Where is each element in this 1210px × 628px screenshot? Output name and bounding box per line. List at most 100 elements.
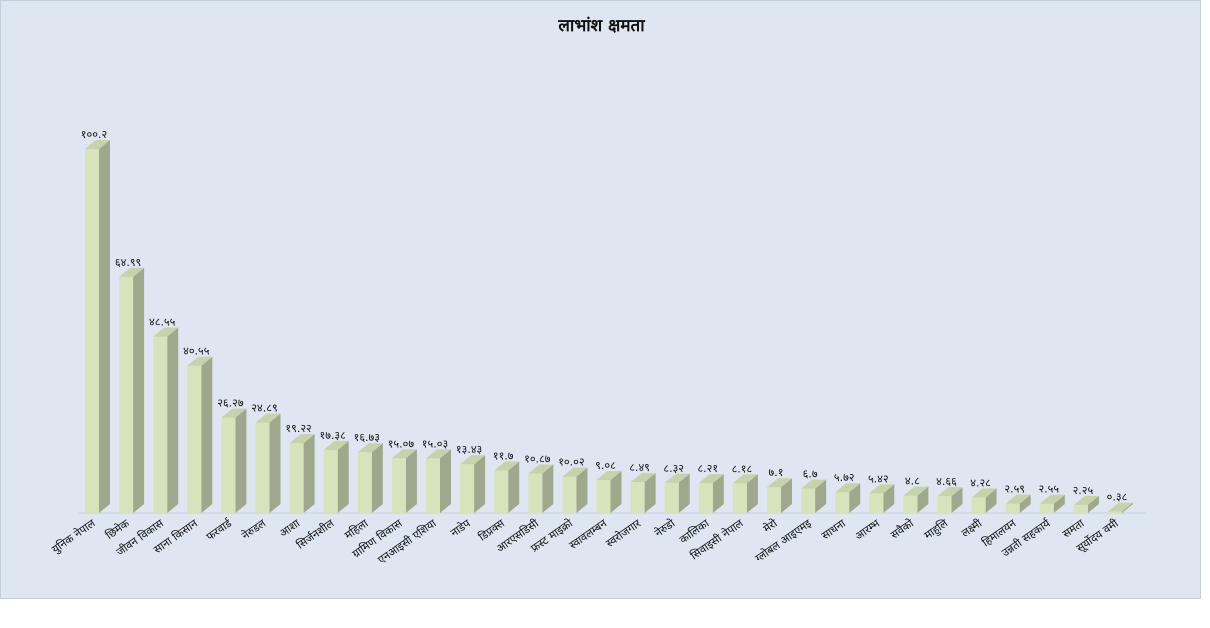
category-label: एनआइसी एशिया <box>375 517 438 567</box>
bar-front <box>664 482 679 513</box>
chart-title: लाभांश क्षमता <box>558 16 645 36</box>
bar-front <box>357 452 372 513</box>
bar-front <box>255 422 270 513</box>
bar-top <box>937 487 963 497</box>
bar <box>426 449 451 513</box>
bar-side <box>781 478 792 513</box>
bar-top <box>767 478 792 488</box>
value-label: ८.४९ <box>629 461 650 474</box>
value-label: १००.२ <box>81 128 107 141</box>
bar-front <box>903 495 918 513</box>
bar-front <box>460 464 475 513</box>
value-label: १६.७३ <box>354 431 380 444</box>
bar-top <box>1039 494 1065 504</box>
bar-top <box>1073 495 1099 505</box>
category-label: युनिक नेपाल <box>49 517 98 557</box>
value-label: ४.६६ <box>936 475 957 488</box>
value-label: ८.१८ <box>732 462 753 475</box>
bar-top <box>664 473 690 483</box>
category-label: स्वावलम्बन <box>567 516 610 552</box>
bar-top <box>1005 494 1031 504</box>
bar-top <box>255 413 281 423</box>
chart-area: लाभांश क्षमता १००.२ युनिक नेपाल ६४.९९ छिमेक… <box>0 0 1201 599</box>
category-label: नेरुडो <box>652 517 677 540</box>
value-label: ५.७२ <box>834 471 855 484</box>
bar-front <box>1073 504 1088 513</box>
bar <box>562 467 588 513</box>
bar-side <box>610 471 622 513</box>
bar-side <box>303 434 315 513</box>
value-label: ४.२८ <box>970 476 991 489</box>
value-label: १५.०७ <box>388 437 415 450</box>
value-label: २४.८९ <box>251 402 277 415</box>
bar-side <box>849 483 861 513</box>
bar-side <box>576 467 588 513</box>
bar-front <box>221 417 236 513</box>
bar-front <box>869 493 884 513</box>
value-label: ११.७ <box>493 449 514 462</box>
value-label: १३.४३ <box>456 443 482 456</box>
bar <box>391 449 417 513</box>
value-label: ५.४२ <box>868 472 889 485</box>
bar <box>664 473 690 513</box>
bar-side <box>167 327 179 513</box>
bar-front <box>1005 503 1020 513</box>
bar-front <box>630 482 645 513</box>
value-label: २.२५ <box>1073 484 1094 497</box>
bar <box>767 478 792 513</box>
bar-side <box>542 464 554 513</box>
value-label: ८.३२ <box>663 462 684 475</box>
bar-side <box>440 449 451 513</box>
bar-top <box>221 408 247 418</box>
bar <box>1073 495 1099 513</box>
bar <box>1039 494 1065 513</box>
category-label: फरवार्ड <box>204 516 235 543</box>
category-label: माहुलि <box>922 516 951 542</box>
bar <box>835 483 861 513</box>
bar <box>937 487 963 513</box>
bar-top <box>835 483 861 493</box>
bar-front <box>528 473 543 513</box>
value-label: ६४.९९ <box>115 256 141 269</box>
bar <box>221 408 247 513</box>
bar-top <box>289 434 315 444</box>
value-label: ६.७ <box>803 468 818 481</box>
bar <box>528 464 554 513</box>
bar-top <box>119 267 145 277</box>
bar <box>357 443 383 513</box>
category-label: सिर्जनशील <box>294 517 337 552</box>
category-label: सवैको <box>888 517 916 542</box>
bar-top <box>494 461 520 471</box>
bar-side <box>883 484 895 513</box>
bar-top <box>153 327 179 337</box>
bar-front <box>323 449 338 513</box>
bar-top <box>971 488 997 498</box>
bar <box>1108 502 1133 513</box>
bar-top <box>903 486 929 496</box>
bar-side <box>133 267 145 513</box>
bar-front <box>971 497 986 513</box>
bar-front <box>801 488 816 513</box>
bar-front <box>1039 503 1054 513</box>
bar-front <box>732 483 747 513</box>
bar-top <box>1108 502 1133 512</box>
bar-side <box>508 461 520 513</box>
bar <box>630 473 656 513</box>
bar-chart: १००.२युनिक नेपाल६४.९९छिमेक४८.५५जीवन विका… <box>49 128 1147 567</box>
value-label: १९.२२ <box>285 422 311 435</box>
bar-front <box>85 149 99 513</box>
category-label: आरम्भ <box>853 517 883 543</box>
value-label: ०.३८ <box>1107 491 1128 504</box>
value-label: १०.०२ <box>558 456 584 469</box>
bar-front <box>153 336 168 513</box>
bar-front <box>835 492 850 513</box>
bar-top <box>801 479 827 489</box>
bar-side <box>201 356 213 513</box>
bar-side <box>99 140 110 513</box>
bar <box>971 488 997 513</box>
bar <box>698 474 724 513</box>
bar-side <box>405 449 417 513</box>
bar-top <box>562 467 588 477</box>
bar-front <box>698 483 713 513</box>
value-label: १७.३८ <box>320 429 347 442</box>
